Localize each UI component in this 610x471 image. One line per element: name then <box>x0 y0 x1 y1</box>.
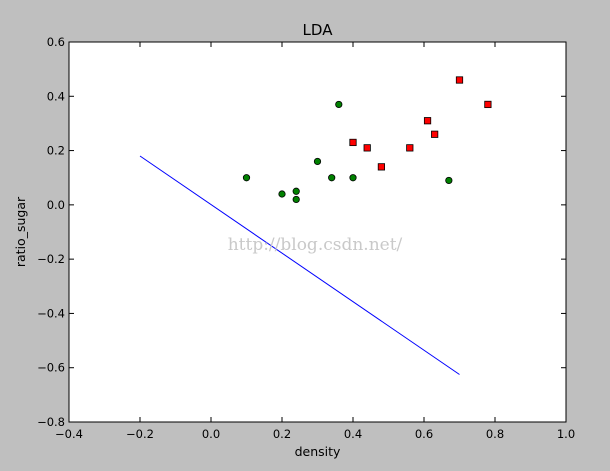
plot-area <box>69 42 566 422</box>
x-tick-label: 0.2 <box>273 427 291 441</box>
y-tick-label: −0.2 <box>37 252 65 266</box>
projection-line <box>139 155 460 375</box>
y-tick-label: −0.8 <box>37 415 65 429</box>
data-point-circle <box>278 190 286 198</box>
y-tick-label: 0.2 <box>47 144 65 158</box>
data-point-square <box>431 130 439 138</box>
data-point-circle <box>292 187 300 195</box>
data-point-circle <box>313 157 322 166</box>
x-tick-label: 1.0 <box>557 427 575 441</box>
y-tick-label: 0.6 <box>47 35 65 49</box>
chart-title: LDA <box>303 21 334 39</box>
data-point-square <box>377 163 386 171</box>
data-point-square <box>455 76 464 84</box>
data-point-square <box>423 117 432 125</box>
y-tick-label: 0.0 <box>47 198 65 212</box>
x-axis-label: density <box>295 444 341 459</box>
y-tick-label: −0.4 <box>37 306 65 320</box>
x-tick-label: 0.4 <box>344 427 362 441</box>
plot-frame <box>68 41 567 423</box>
x-tick-label: −0.4 <box>55 427 83 441</box>
y-tick-label: −0.6 <box>37 361 65 375</box>
x-tick-label: 0.8 <box>486 427 504 441</box>
y-axis-label: ratio_sugar <box>13 196 28 267</box>
data-point-circle <box>335 100 343 109</box>
data-point-circle <box>292 195 300 204</box>
chart-marks: −0.4 −0.2 0.0 0.2 0.4 0.6 0.8 1.0 −0.8 −0.6 −0.4 −0… <box>37 35 575 441</box>
data-point-circle <box>328 174 336 182</box>
data-point-square <box>349 138 357 147</box>
data-point-square <box>363 144 371 152</box>
x-tick-label: 0.6 <box>415 427 433 441</box>
data-point-circle <box>349 174 357 182</box>
y-tick-label: 0.4 <box>47 89 65 103</box>
data-point-square <box>406 144 414 152</box>
x-tick-label: 0.0 <box>202 427 220 441</box>
data-point-square <box>484 100 492 109</box>
watermark-text: http://blog.csdn.net/ <box>228 235 403 255</box>
data-point-circle <box>445 176 453 185</box>
x-tick-label: −0.2 <box>126 427 154 441</box>
data-point-circle <box>242 174 251 182</box>
